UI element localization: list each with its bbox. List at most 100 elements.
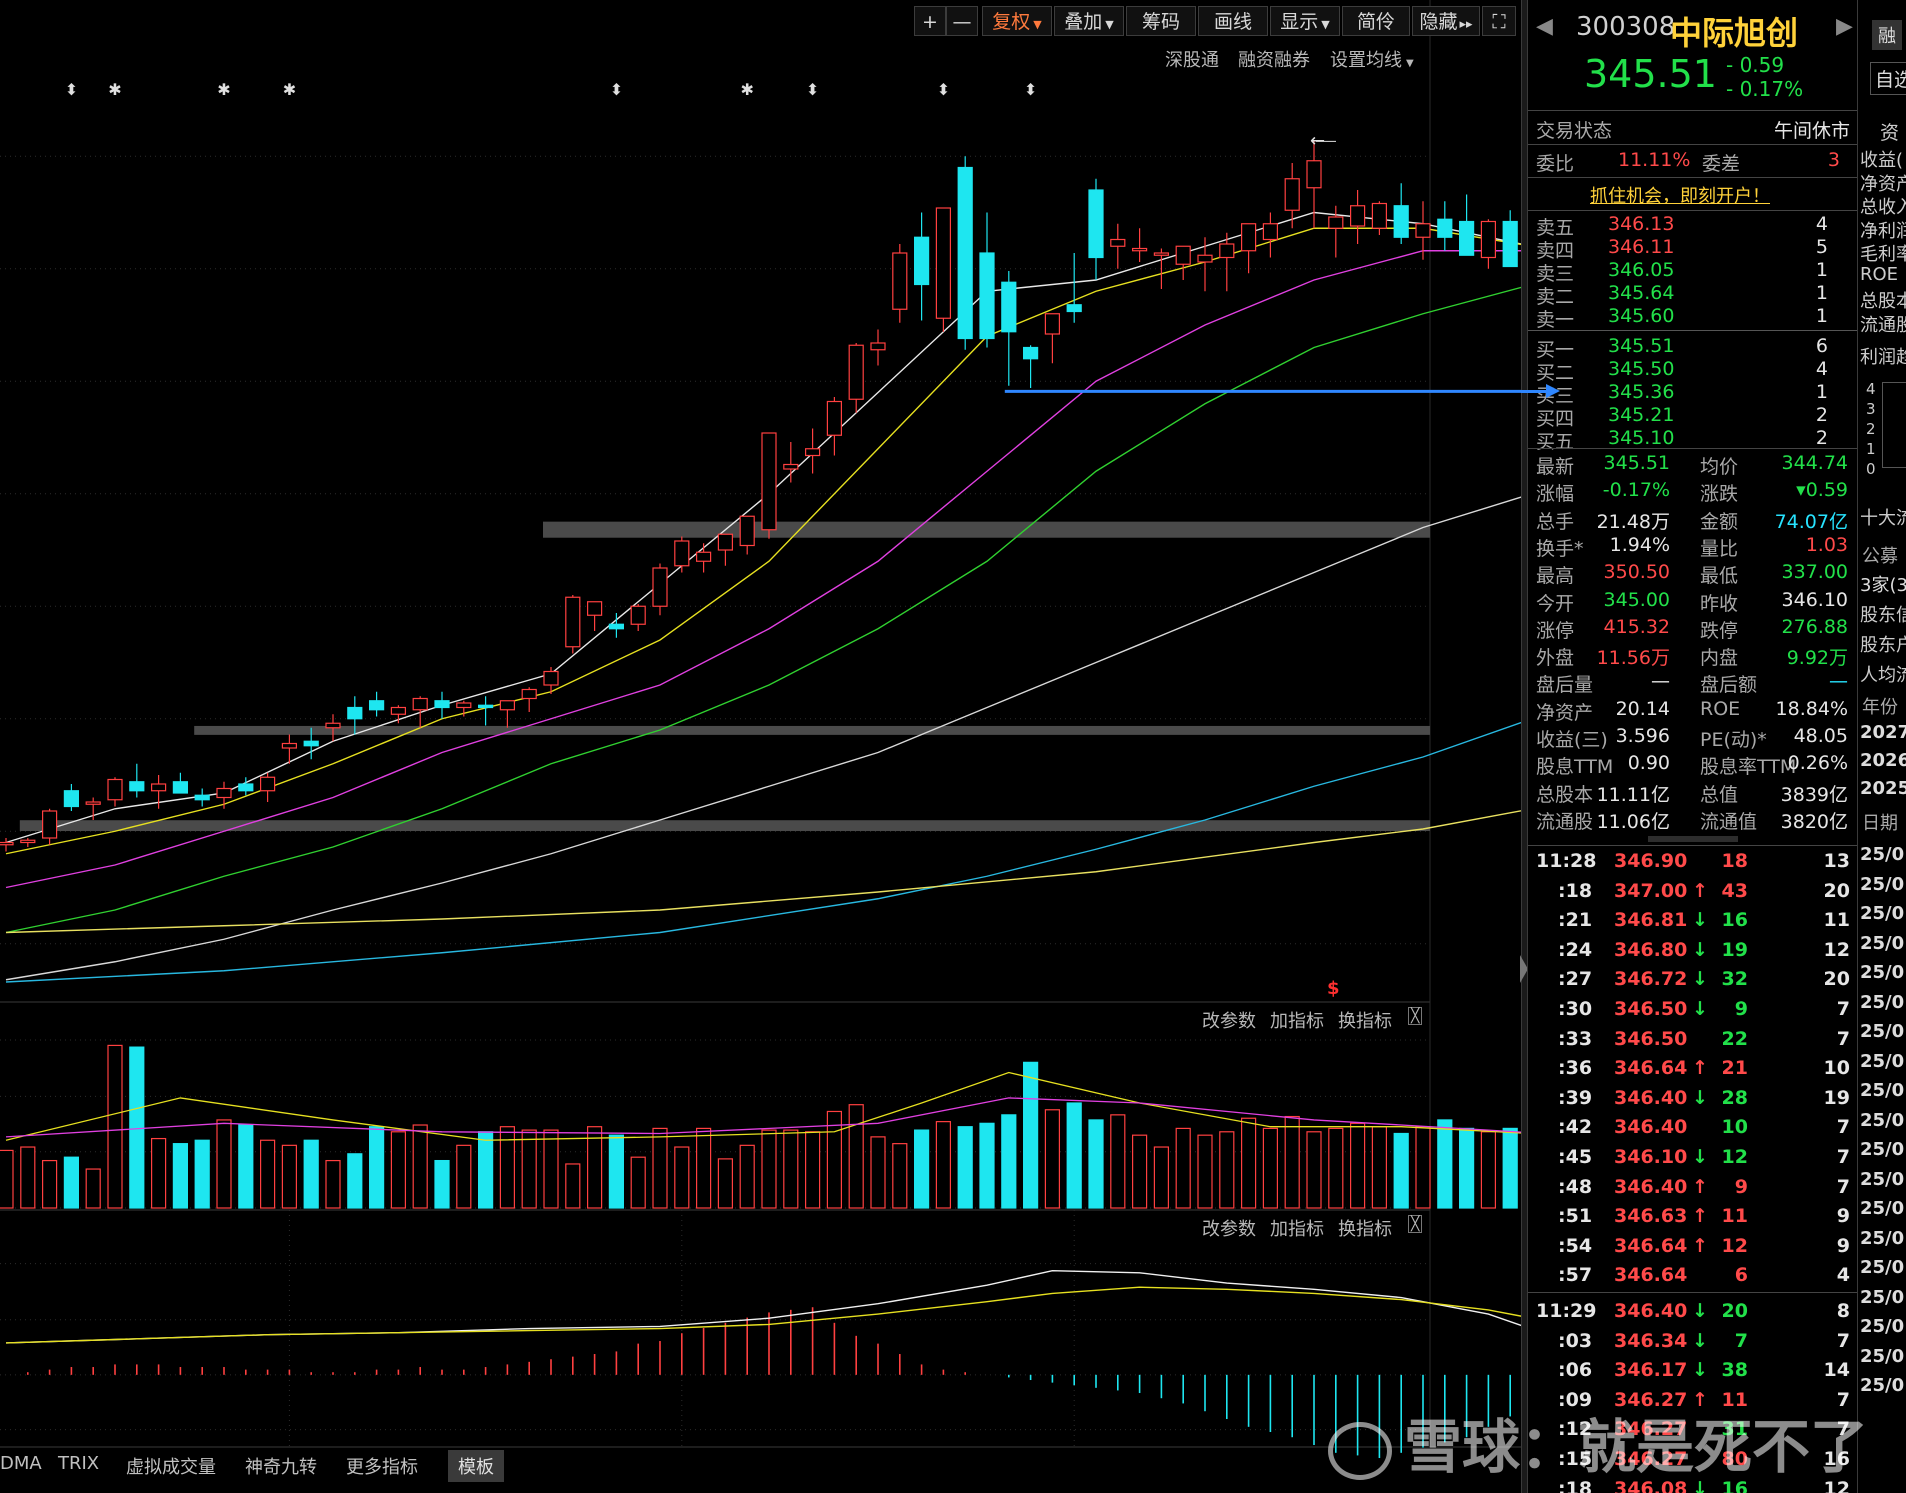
zoom-out-button[interactable]: — bbox=[946, 6, 978, 36]
xianshi-button[interactable]: 显示 ▼ bbox=[1270, 6, 1340, 36]
tick-volume: 9 bbox=[1734, 998, 1748, 1020]
bid-row[interactable]: 买四 345.21 2 bbox=[1528, 404, 1858, 430]
tab-more-indicators[interactable]: 更多指标 bbox=[346, 1457, 418, 1478]
volume-bar bbox=[979, 1122, 995, 1209]
diejia-button[interactable]: 叠加 ▼ bbox=[1054, 6, 1124, 36]
volume-bar bbox=[238, 1124, 254, 1209]
volume-bar bbox=[85, 1168, 101, 1209]
bid-row[interactable]: 买二 345.50 4 bbox=[1528, 358, 1858, 384]
gudong-info-label[interactable]: 股东信 bbox=[1860, 605, 1906, 626]
promo-banner[interactable]: 抓住机会，即刻开户！ bbox=[1590, 186, 1770, 207]
ask-row[interactable]: 卖三 346.05 1 bbox=[1528, 259, 1858, 285]
bid-row[interactable]: 买一 345.51 6 bbox=[1528, 335, 1858, 361]
fundamental-item[interactable]: 净利润 bbox=[1860, 220, 1906, 242]
date-item: 25/0 bbox=[1860, 962, 1905, 983]
next-stock-arrow-icon[interactable]: ▶ bbox=[1836, 14, 1853, 39]
candle-body bbox=[20, 839, 36, 844]
tab-shenqi-jiuzhuan[interactable]: 神奇九转 bbox=[245, 1457, 317, 1478]
tick-volume: 31 bbox=[1721, 1418, 1748, 1441]
add-watchlist-button[interactable]: 自选 bbox=[1870, 62, 1906, 95]
ask-row[interactable]: 卖二 345.64 1 bbox=[1528, 282, 1858, 308]
set-ma-link[interactable]: 设置均线 ▼ bbox=[1330, 46, 1414, 72]
stat-row: 收益(三) 3.596 PE(动)* 48.05 bbox=[1528, 725, 1858, 751]
weicha-label: 委差 bbox=[1702, 153, 1741, 175]
vol-gaicanshu-link[interactable]: 改参数 bbox=[1202, 1011, 1256, 1032]
date-item: 25/0 bbox=[1860, 1109, 1905, 1131]
tick-row: :12 346.27 31 7 bbox=[1528, 1418, 1858, 1440]
huaxian-button[interactable]: 画线 bbox=[1198, 6, 1268, 36]
tick-count: 7 bbox=[1836, 1388, 1850, 1411]
collapse-handle[interactable] bbox=[1648, 836, 1738, 842]
tick-volume: 11 bbox=[1721, 1205, 1748, 1228]
gudong-hu-label[interactable]: 股东户 bbox=[1860, 635, 1906, 656]
collapse-arrow-icon[interactable] bbox=[1520, 955, 1528, 983]
fundamental-item[interactable]: 毛利率 bbox=[1860, 244, 1906, 265]
tab-dma[interactable]: DMA bbox=[0, 1453, 42, 1474]
weibi-label: 委比 bbox=[1536, 153, 1575, 175]
fundamental-item[interactable]: 收益( bbox=[1860, 150, 1904, 171]
tick-list[interactable]: 11:28 346.90 18 13:18 347.00 ↑ 43 20:21 346.81 ↓ 1… bbox=[1528, 850, 1858, 1493]
stat-value: -0.17% bbox=[1602, 479, 1670, 502]
tick-price: 346.90 bbox=[1614, 850, 1688, 872]
jianling-button[interactable]: 简伶 bbox=[1342, 6, 1410, 36]
yincang-button[interactable]: 隐藏 ▸▸ bbox=[1412, 6, 1480, 36]
bid-row[interactable]: 买三 345.36 1 bbox=[1528, 381, 1858, 407]
rongzi-link[interactable]: 融资融券 bbox=[1238, 50, 1310, 71]
candle-body bbox=[151, 783, 167, 792]
macd-jiazhibiao-link[interactable]: 加指标 bbox=[1270, 1219, 1324, 1240]
tick-count: 7 bbox=[1836, 1027, 1850, 1050]
top10-label[interactable]: 十大流 bbox=[1860, 508, 1906, 529]
rong-badge[interactable]: 融 bbox=[1872, 20, 1902, 50]
tick-price: 346.27 bbox=[1614, 1388, 1688, 1411]
tab-template[interactable]: 模板 bbox=[448, 1450, 504, 1482]
fundamental-item[interactable]: 总股本 bbox=[1860, 291, 1906, 312]
tick-volume: 21 bbox=[1721, 1057, 1748, 1080]
candle-body bbox=[608, 623, 625, 630]
volume-bar bbox=[412, 1124, 428, 1209]
tab-trix[interactable]: TRIX bbox=[58, 1453, 100, 1474]
fundamental-item[interactable]: 净资产 bbox=[1860, 173, 1906, 195]
stat-value: 0.90 bbox=[1627, 752, 1670, 775]
bid-row[interactable]: 买五 345.10 2 bbox=[1528, 427, 1858, 453]
ask-row[interactable]: 卖五 346.13 4 bbox=[1528, 213, 1858, 239]
fuquan-label: 复权 bbox=[992, 11, 1031, 33]
tick-time: :57 bbox=[1558, 1264, 1593, 1287]
weicha-value: 3 bbox=[1827, 149, 1840, 171]
ask-price: 345.60 bbox=[1608, 305, 1675, 327]
chart-area[interactable]: ← ⬍ ✱ ✱ ✱ ⬍ ✱ ⬍ ⬍ ⬍ + — 复权 ▼ 叠加 ▼ 筹码 画线 显示 ▼ 简伶 隐藏 ▸▸… bbox=[0, 0, 1521, 1493]
vol-close-icon[interactable]: ╳ bbox=[1408, 1007, 1423, 1025]
prev-stock-arrow-icon[interactable]: ◀ bbox=[1536, 14, 1553, 39]
candle-body bbox=[325, 722, 341, 729]
panel-splitter[interactable] bbox=[1521, 0, 1528, 1493]
macd-gaicanshu-link[interactable]: 改参数 bbox=[1202, 1219, 1256, 1240]
kline-chart[interactable]: ← ⬍ ✱ ✱ ✱ ⬍ ✱ ⬍ ⬍ ⬍ bbox=[0, 0, 1521, 1493]
vol-jiazhibiao-link[interactable]: 加指标 bbox=[1270, 1011, 1324, 1032]
fundamental-item[interactable]: 流通股 bbox=[1860, 314, 1906, 336]
tick-row: :30 346.50 ↓ 9 7 bbox=[1528, 998, 1858, 1020]
fundamental-item[interactable]: ROE bbox=[1860, 263, 1899, 285]
candle-body bbox=[499, 700, 515, 711]
tick-volume: 80 bbox=[1721, 1448, 1748, 1470]
chouma-button[interactable]: 筹码 bbox=[1126, 6, 1196, 36]
arrow-down-icon: ↓ bbox=[1692, 1086, 1708, 1109]
price-change: - 0.59 bbox=[1726, 53, 1785, 77]
bid-volume: 6 bbox=[1815, 335, 1828, 357]
vol-huanzhibiao-link[interactable]: 换指标 bbox=[1338, 1011, 1392, 1032]
zoom-in-button[interactable]: + bbox=[914, 6, 946, 36]
macd-huanzhibiao-link[interactable]: 换指标 bbox=[1338, 1219, 1392, 1240]
ask-price: 346.13 bbox=[1608, 213, 1675, 235]
ask-row[interactable]: 卖四 346.11 5 bbox=[1528, 236, 1858, 262]
fundamental-item[interactable]: 总收入 bbox=[1860, 197, 1906, 218]
side-tab-header[interactable]: 资 bbox=[1880, 122, 1900, 144]
tab-virtual-volume[interactable]: 虚拟成交量 bbox=[126, 1457, 216, 1478]
macd-close-icon[interactable]: ╳ bbox=[1408, 1215, 1423, 1233]
fullscreen-button[interactable]: ⛶ bbox=[1482, 6, 1516, 36]
renjun-label[interactable]: 人均流 bbox=[1860, 665, 1906, 686]
volume-bar bbox=[804, 1131, 821, 1209]
fuquan-button[interactable]: 复权 ▼ bbox=[982, 6, 1052, 36]
candle-body bbox=[1393, 205, 1409, 238]
shengutong-link[interactable]: 深股通 bbox=[1165, 50, 1219, 71]
event-marker-icon: ⬍ bbox=[937, 80, 950, 99]
ask-row[interactable]: 卖一 345.60 1 bbox=[1528, 305, 1858, 331]
order-book: 卖五 346.13 4 卖四 346.11 5 卖三 346.05 1 卖二 345.64 1 卖一 34… bbox=[1528, 213, 1858, 453]
